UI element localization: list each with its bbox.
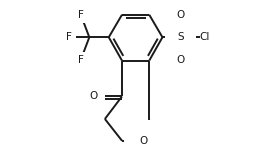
Text: O: O (140, 136, 148, 146)
Text: F: F (66, 32, 71, 42)
Text: O: O (176, 55, 184, 65)
Text: O: O (90, 91, 98, 101)
Text: O: O (176, 10, 184, 20)
Text: F: F (78, 55, 84, 65)
Text: Cl: Cl (200, 32, 210, 42)
Text: S: S (177, 32, 184, 42)
Text: F: F (78, 10, 84, 20)
